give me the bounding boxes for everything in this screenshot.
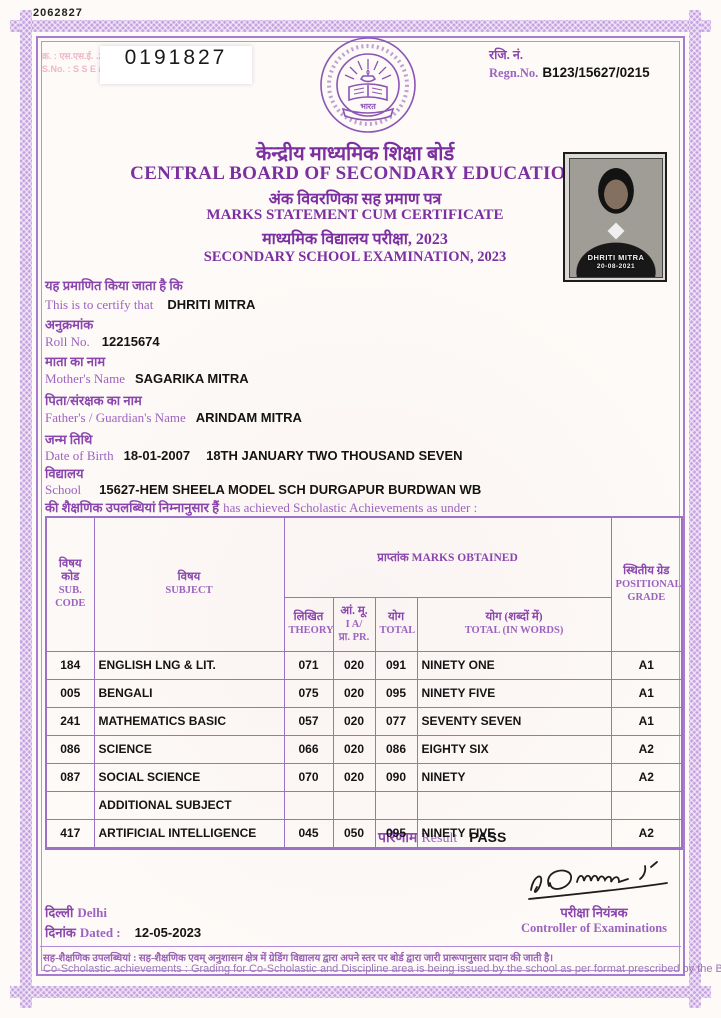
co-scholastic-note-hindi: सह-शैक्षणिक उपलब्धियां : सह-शैक्षणिक एवम… [43, 953, 554, 964]
controller-block: परीक्षा नियंत्रक Controller of Examinati… [505, 903, 683, 936]
table-row: 241 MATHEMATICS BASIC 057 020 077 SEVENTY SEV… [45, 706, 683, 736]
header-subject: विषय SUBJECT [93, 516, 285, 652]
mother-label-hindi: माता का नाम [45, 354, 106, 369]
exam-title-hindi: माध्यमिक विद्यालय परीक्षा, 2023 [262, 231, 448, 248]
mother-label-english: Mother's Name [45, 371, 125, 386]
controller-english: Controller of Examinations [520, 921, 668, 935]
serial-faint-text: क्र. : एस.एस.ई. .2023/ S.No. : S S E / 2… [42, 50, 129, 76]
board-name-hindi: केन्द्रीय माध्यमिक शिक्षा बोर्ड [255, 143, 455, 165]
doc-title-hindi: अंक विवरणिका सह प्रमाण पत्र [268, 191, 442, 208]
dob-in-words: 18TH JANUARY TWO THOUSAND SEVEN [206, 448, 463, 463]
table-row: 184 ENGLISH LNG & LIT. 071 020 091 NINETY ONE… [45, 650, 683, 680]
certify-label-hindi: यह प्रमाणित किया जाता है कि [45, 278, 183, 293]
place-hindi: दिल्ली [45, 905, 74, 920]
table-row: 087 SOCIAL SCIENCE 070 020 090 NINETY A2 [45, 762, 683, 792]
print-serial-number: 2062827 [33, 7, 83, 19]
table-row: 417 ARTIFICIAL INTELLIGENCE 045 050 095 NINET… [45, 818, 683, 848]
serial-number-sticker: 0191827 [100, 46, 252, 84]
student-photo: DHRITI MITRA 20-08-2021 [563, 152, 667, 282]
roll-label-hindi: अनुक्रमांक [45, 317, 94, 332]
place-english: Delhi [77, 905, 107, 920]
header-sub-code: विषय कोड SUB. CODE [45, 516, 95, 652]
lace-border-top [10, 10, 711, 32]
regn-label-hindi: रजि. नं. [489, 48, 523, 62]
dated-english: Dated : [79, 925, 121, 940]
table-spacer-row [45, 846, 683, 849]
photo-caption: DHRITI MITRA 20-08-2021 [570, 253, 662, 271]
exam-title-english: SECONDARY SCHOOL EXAMINATION, 2023 [203, 249, 507, 265]
achievement-label-english: has achieved Scholastic Achievements as … [223, 500, 478, 515]
school-label-hindi: विद्यालय [45, 466, 84, 481]
student-name: DHRITI MITRA [167, 297, 256, 312]
cbse-logo: भारत [320, 37, 416, 133]
header-positional-grade: स्थितीय ग्रेड POSITIONAL GRADE [610, 516, 683, 652]
father-label-english: Father's / Guardian's Name [45, 410, 186, 425]
dated-line: दिनांक Dated : 12-05-2023 [45, 923, 201, 942]
dob-value: 18-01-2007 [123, 448, 191, 463]
certify-label-english: This is to certify that [45, 297, 154, 312]
header-internal-assessment: आं. मू. I A/ प्रा. PR. [332, 596, 376, 652]
marks-table: विषय कोड SUB. CODE विषय SUBJECT प्राप्ता… [45, 516, 684, 850]
logo-bharat-text: भारत [360, 102, 376, 111]
controller-signature [528, 861, 668, 900]
board-name-english: CENTRAL BOARD OF SECONDARY EDUCATION [130, 163, 580, 184]
place-line: दिल्ली Delhi [45, 903, 107, 922]
photo-caption-date: 20-08-2021 [596, 262, 636, 270]
student-photo-image: DHRITI MITRA 20-08-2021 [569, 158, 663, 278]
photo-caption-name: DHRITI MITRA [587, 253, 645, 262]
regn-label-english: Regn.No. [489, 66, 539, 80]
header-marks-obtained: प्राप्तांक MARKS OBTAINED [283, 516, 612, 598]
school-name: 15627-HEM SHEELA MODEL SCH DURGAPUR BURD… [99, 482, 482, 497]
header-total-in-words: योग (शब्दों में) TOTAL (IN WORDS) [416, 596, 612, 652]
header-theory: लिखित THEORY [283, 596, 334, 652]
roll-label-english: Roll No. [45, 334, 90, 349]
school-label-english: School [45, 482, 82, 497]
header-total: योग TOTAL [374, 596, 418, 652]
table-row: 086 SCIENCE 066 020 086 EIGHTY SIX A2 [45, 734, 683, 764]
father-label-hindi: पिता/संरक्षक का नाम [45, 393, 142, 408]
footer-divider [40, 946, 681, 947]
table-row: 005 BENGALI 075 020 095 NINETY FIVE A1 [45, 678, 683, 708]
regn-value: B123/15627/0215 [542, 65, 650, 80]
dob-label-english: Date of Birth [45, 448, 114, 463]
doc-title-english: MARKS STATEMENT CUM CERTIFICATE [206, 207, 504, 223]
serial-faint-line2: S.No. : S S E / 2023 / [42, 64, 129, 74]
mother-name: SAGARIKA MITRA [134, 371, 249, 386]
table-row: ADDITIONAL SUBJECT [45, 790, 683, 820]
dob-label-hindi: जन्म तिथि [45, 432, 93, 447]
marks-table-header: विषय कोड SUB. CODE विषय SUBJECT प्राप्ता… [45, 516, 683, 652]
lace-border-left [10, 10, 32, 1008]
dated-hindi: दिनांक [45, 925, 76, 940]
lace-border-bottom [10, 986, 711, 1008]
registration-block: रजि. नं. Regn.No. B123/15627/0215 [489, 46, 650, 82]
controller-hindi: परीक्षा नियंत्रक [560, 905, 628, 920]
serial-faint-line1: क्र. : एस.एस.ई. .2023/ [42, 51, 121, 61]
lace-border-right [689, 10, 711, 1008]
dated-value: 12-05-2023 [134, 925, 202, 940]
achievement-label-hindi: की शैक्षणिक उपलब्धियां निम्नानुसार हैं [45, 500, 220, 515]
father-name: ARINDAM MITRA [195, 410, 302, 425]
photo-collar-shape [607, 222, 625, 240]
co-scholastic-note-english: Co-Scholastic achievements : Grading for… [43, 963, 721, 975]
roll-number: 12215674 [101, 334, 160, 349]
